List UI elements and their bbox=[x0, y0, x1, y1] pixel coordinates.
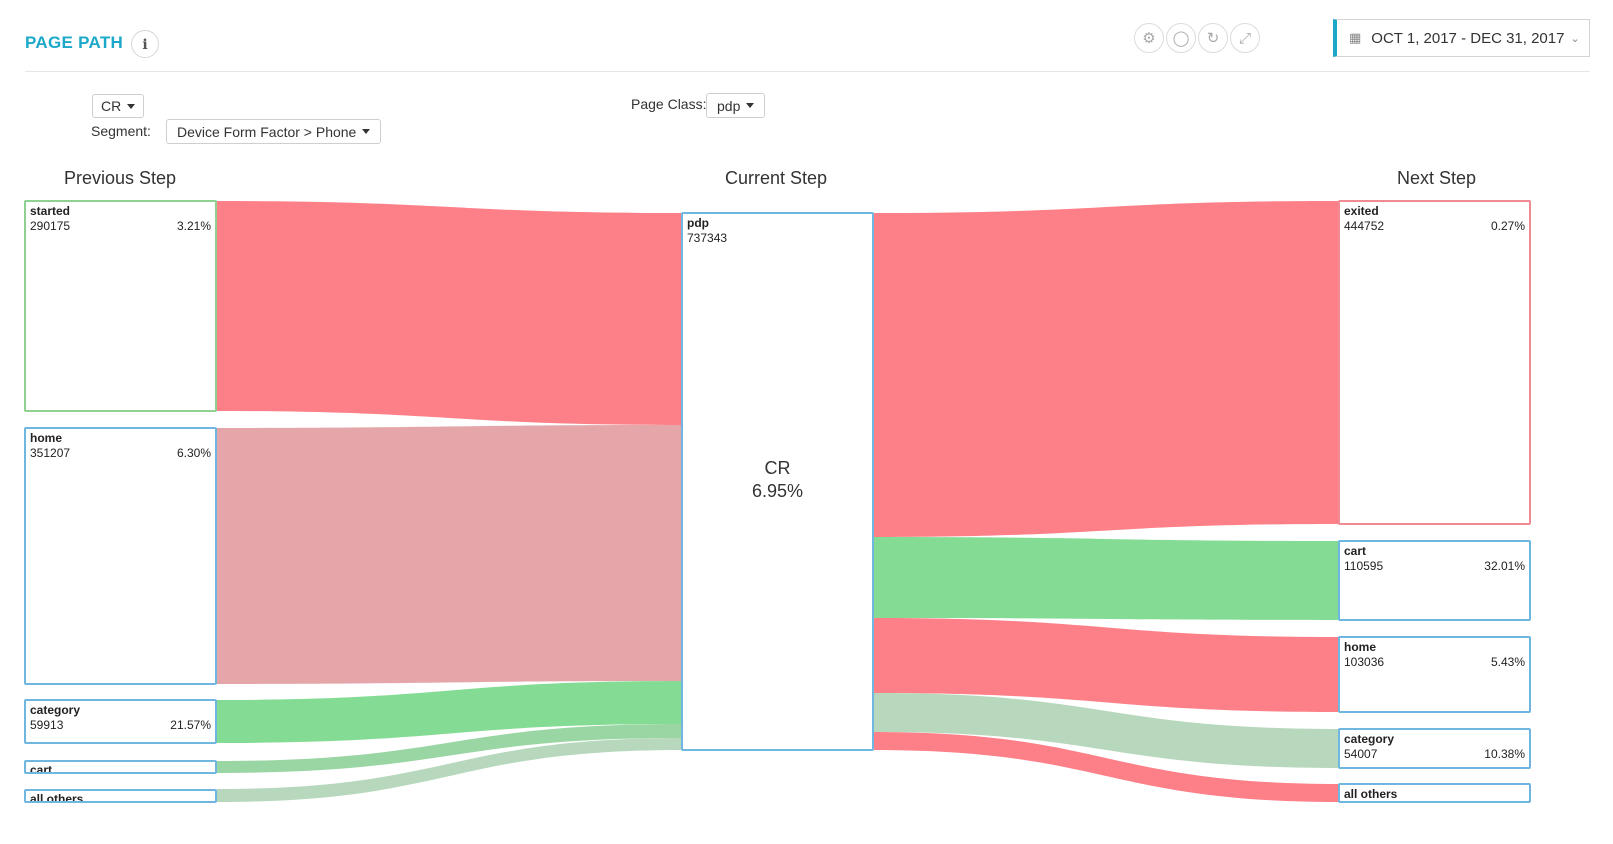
next-node-all-others[interactable]: all others bbox=[1338, 783, 1531, 803]
node-pct: 3.21% bbox=[176, 219, 211, 233]
node-count: 110595 bbox=[1344, 559, 1384, 573]
next-node-exited[interactable]: exited 444752 0.27% bbox=[1338, 200, 1531, 525]
flow-allothers-to-pdp[interactable] bbox=[217, 738, 682, 802]
node-count: 737343 bbox=[687, 231, 728, 245]
node-pct: 10.38% bbox=[1484, 747, 1525, 761]
next-node-home[interactable]: home 103036 5.43% bbox=[1338, 636, 1531, 713]
prev-node-all-others[interactable]: all others bbox=[24, 789, 217, 803]
current-metric-name: CR bbox=[764, 458, 791, 478]
date-range-label: OCT 1, 2017 - DEC 31, 2017 bbox=[1371, 29, 1565, 47]
page-class-dropdown[interactable]: pdp bbox=[706, 93, 766, 118]
node-name: home bbox=[1344, 640, 1377, 654]
flow-pdp-to-cart[interactable] bbox=[874, 537, 1339, 620]
node-pct: 32.01% bbox=[1484, 559, 1525, 573]
segment-value: Device Form Factor > Phone bbox=[177, 123, 357, 140]
previous-step-heading: Previous Step bbox=[64, 168, 177, 188]
comment-icon[interactable]: ◯ bbox=[1166, 23, 1196, 53]
current-metric-value: 6.95% bbox=[751, 481, 804, 501]
current-node-pdp[interactable]: pdp 737343 CR 6.95% bbox=[681, 212, 874, 751]
prev-node-category[interactable]: category 59913 21.57% bbox=[24, 699, 217, 744]
node-name: started bbox=[30, 204, 71, 218]
node-name: all others bbox=[30, 792, 84, 803]
header-divider bbox=[25, 71, 1590, 72]
date-range-picker[interactable]: ▦ OCT 1, 2017 - DEC 31, 2017 ⌄ bbox=[1333, 19, 1590, 57]
calendar-icon: ▦ bbox=[1349, 30, 1362, 46]
flow-cart-to-pdp[interactable] bbox=[217, 724, 682, 773]
node-pct: 0.27% bbox=[1490, 219, 1525, 233]
node-count: 290175 bbox=[30, 219, 71, 233]
node-name: category bbox=[1344, 732, 1395, 746]
node-name: category bbox=[30, 703, 81, 717]
prev-node-home[interactable]: home 351207 6.30% bbox=[24, 427, 217, 685]
node-count: 59913 bbox=[30, 718, 64, 732]
flow-pdp-to-exited[interactable] bbox=[874, 201, 1339, 537]
node-name: pdp bbox=[687, 216, 709, 230]
node-count: 54007 bbox=[1344, 747, 1378, 761]
next-node-cart[interactable]: cart 110595 32.01% bbox=[1338, 540, 1531, 621]
metric-dropdown[interactable]: CR bbox=[92, 94, 145, 118]
node-name: cart bbox=[30, 763, 53, 774]
flow-pdp-to-category[interactable] bbox=[874, 693, 1339, 768]
node-name: cart bbox=[1344, 544, 1367, 558]
node-pct: 6.30% bbox=[176, 446, 211, 460]
chevron-down-icon: ⌄ bbox=[1570, 31, 1580, 45]
node-pct: 21.57% bbox=[170, 718, 211, 732]
page-class-value: pdp bbox=[717, 97, 741, 114]
segment-label: Segment: bbox=[91, 123, 151, 139]
flow-pdp-to-allothers[interactable] bbox=[874, 732, 1339, 802]
node-name: home bbox=[30, 431, 63, 445]
flow-pdp-to-home[interactable] bbox=[874, 618, 1339, 712]
gear-icon[interactable]: ⚙ bbox=[1134, 23, 1164, 53]
flow-home-to-pdp[interactable] bbox=[217, 425, 682, 684]
node-count: 444752 bbox=[1344, 219, 1385, 233]
page-title: PAGE PATH bbox=[25, 33, 124, 52]
node-name: exited bbox=[1344, 204, 1379, 218]
node-count: 103036 bbox=[1344, 655, 1385, 669]
node-name: all others bbox=[1344, 787, 1398, 801]
caret-down-icon bbox=[127, 103, 136, 109]
flow-category-to-pdp[interactable] bbox=[217, 681, 682, 743]
node-count: 351207 bbox=[30, 446, 71, 460]
segment-dropdown[interactable]: Device Form Factor > Phone bbox=[166, 119, 382, 144]
prev-node-cart[interactable]: cart bbox=[24, 760, 217, 774]
next-node-category[interactable]: category 54007 10.38% bbox=[1338, 728, 1531, 769]
caret-down-icon bbox=[746, 103, 755, 108]
caret-down-icon bbox=[362, 129, 371, 134]
next-step-heading: Next Step bbox=[1397, 168, 1477, 188]
current-step-heading: Current Step bbox=[725, 168, 828, 188]
prev-node-started[interactable]: started 290175 3.21% bbox=[24, 200, 217, 412]
metric-value: CR bbox=[101, 98, 122, 114]
expand-icon[interactable]: ⤢ bbox=[1230, 23, 1260, 53]
flow-started-to-pdp[interactable] bbox=[217, 201, 682, 425]
page-class-label: Page Class: bbox=[631, 96, 707, 112]
node-pct: 5.43% bbox=[1490, 655, 1525, 669]
info-icon[interactable]: i bbox=[131, 30, 159, 58]
refresh-icon[interactable]: ↻ bbox=[1198, 23, 1228, 53]
